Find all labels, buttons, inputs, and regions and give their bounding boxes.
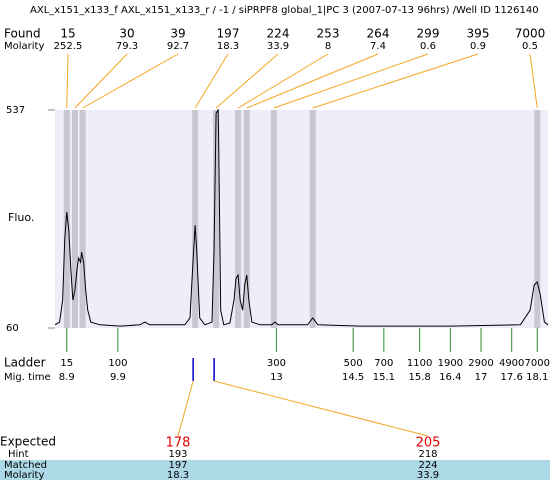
ladder-mig-time: 13: [270, 372, 283, 383]
plot-area: [55, 110, 548, 328]
matched-size: 224: [418, 460, 437, 471]
hint-size: 193: [168, 449, 187, 460]
peak-band: [192, 110, 199, 328]
ladder-size: 700: [374, 358, 393, 369]
found-molarity: 0.6: [420, 41, 436, 52]
found-size: 39: [170, 27, 185, 41]
ladder-label: Ladder: [4, 356, 46, 370]
peak-band: [235, 110, 242, 328]
peak-connector: [215, 53, 279, 109]
peak-connector: [66, 53, 69, 109]
ladder-mig-time: 17: [475, 372, 488, 383]
expected-connector: [213, 380, 429, 437]
found-molarity: 7.4: [370, 41, 386, 52]
ladder-size: 4900: [499, 358, 524, 369]
ladder-size: 15: [60, 358, 73, 369]
found-size: 15: [60, 27, 75, 41]
expected-label: Expected: [0, 435, 56, 449]
found-size: 253: [317, 27, 340, 41]
found-label: Found: [4, 27, 41, 41]
found-size: 395: [467, 27, 490, 41]
molarity-label: Molarity: [4, 470, 44, 480]
peak-connector: [82, 53, 179, 109]
ladder-mig-time: 17.6: [501, 372, 523, 383]
peak-band: [79, 110, 86, 328]
matched-molarity: 33.9: [417, 470, 439, 480]
ladder-size: 500: [344, 358, 363, 369]
ladder-mig-time: 18.1: [526, 372, 548, 383]
peak-connector: [194, 53, 229, 109]
ladder-size: 300: [267, 358, 286, 369]
found-size: 224: [267, 27, 290, 41]
found-molarity: 79.3: [116, 41, 138, 52]
peak-band: [213, 110, 220, 328]
ladder-size: 1100: [407, 358, 432, 369]
peak-band: [309, 110, 316, 328]
peak-band: [243, 110, 250, 328]
ladder-mig-time: 14.5: [342, 372, 364, 383]
ladder-size: 2900: [468, 358, 493, 369]
matched-label: Matched: [4, 460, 47, 471]
peak-connector: [74, 53, 128, 109]
found-molarity: 0.9: [470, 41, 486, 52]
expected-connector: [177, 380, 194, 437]
molarity-label: Molarity: [4, 41, 44, 52]
y-label: Fluo.: [8, 211, 34, 224]
ladder-mig-time: 15.1: [373, 372, 395, 383]
y-tick-label: 537: [6, 105, 25, 116]
peak-connector: [529, 53, 538, 109]
peak-band: [71, 110, 78, 328]
peak-connector: [273, 53, 429, 109]
ladder-mig-time: 9.9: [110, 372, 126, 383]
found-size: 264: [367, 27, 390, 41]
title: AXL_x151_x133_f AXL_x151_x133_r / -1 / s…: [30, 5, 539, 16]
ladder-size: 7000: [525, 358, 550, 369]
hint-size: 218: [418, 449, 437, 460]
found-molarity: 252.5: [54, 41, 83, 52]
expected-size: 205: [416, 436, 441, 451]
ladder-size: 1900: [438, 358, 463, 369]
expected-size: 178: [166, 436, 191, 451]
y-tick-label: 60: [6, 323, 19, 334]
matched-molarity: 18.3: [167, 470, 189, 480]
ladder-mig-time: 16.4: [439, 372, 461, 383]
matched-size: 197: [168, 460, 187, 471]
found-molarity: 0.5: [522, 41, 538, 52]
found-molarity: 18.3: [217, 41, 239, 52]
ladder-mig-time: 15.8: [409, 372, 431, 383]
found-molarity: 92.7: [167, 41, 189, 52]
peak-connector: [237, 53, 329, 109]
peak-connector: [312, 53, 479, 109]
found-size: 7000: [515, 27, 546, 41]
ladder-mig-time: 8.9: [59, 372, 75, 383]
hint-label: Hint: [8, 449, 29, 460]
trace: [54, 108, 549, 327]
mig-time-label: Mig. time: [4, 372, 51, 383]
peak-band: [270, 110, 277, 328]
found-size: 30: [119, 27, 134, 41]
peak-connector: [246, 53, 379, 109]
found-size: 197: [217, 27, 240, 41]
peak-band: [63, 110, 70, 328]
found-molarity: 8: [325, 41, 331, 52]
found-molarity: 33.9: [267, 41, 289, 52]
ladder-size: 100: [108, 358, 127, 369]
matched-background: [0, 460, 550, 480]
found-size: 299: [417, 27, 440, 41]
peak-band: [534, 110, 541, 328]
